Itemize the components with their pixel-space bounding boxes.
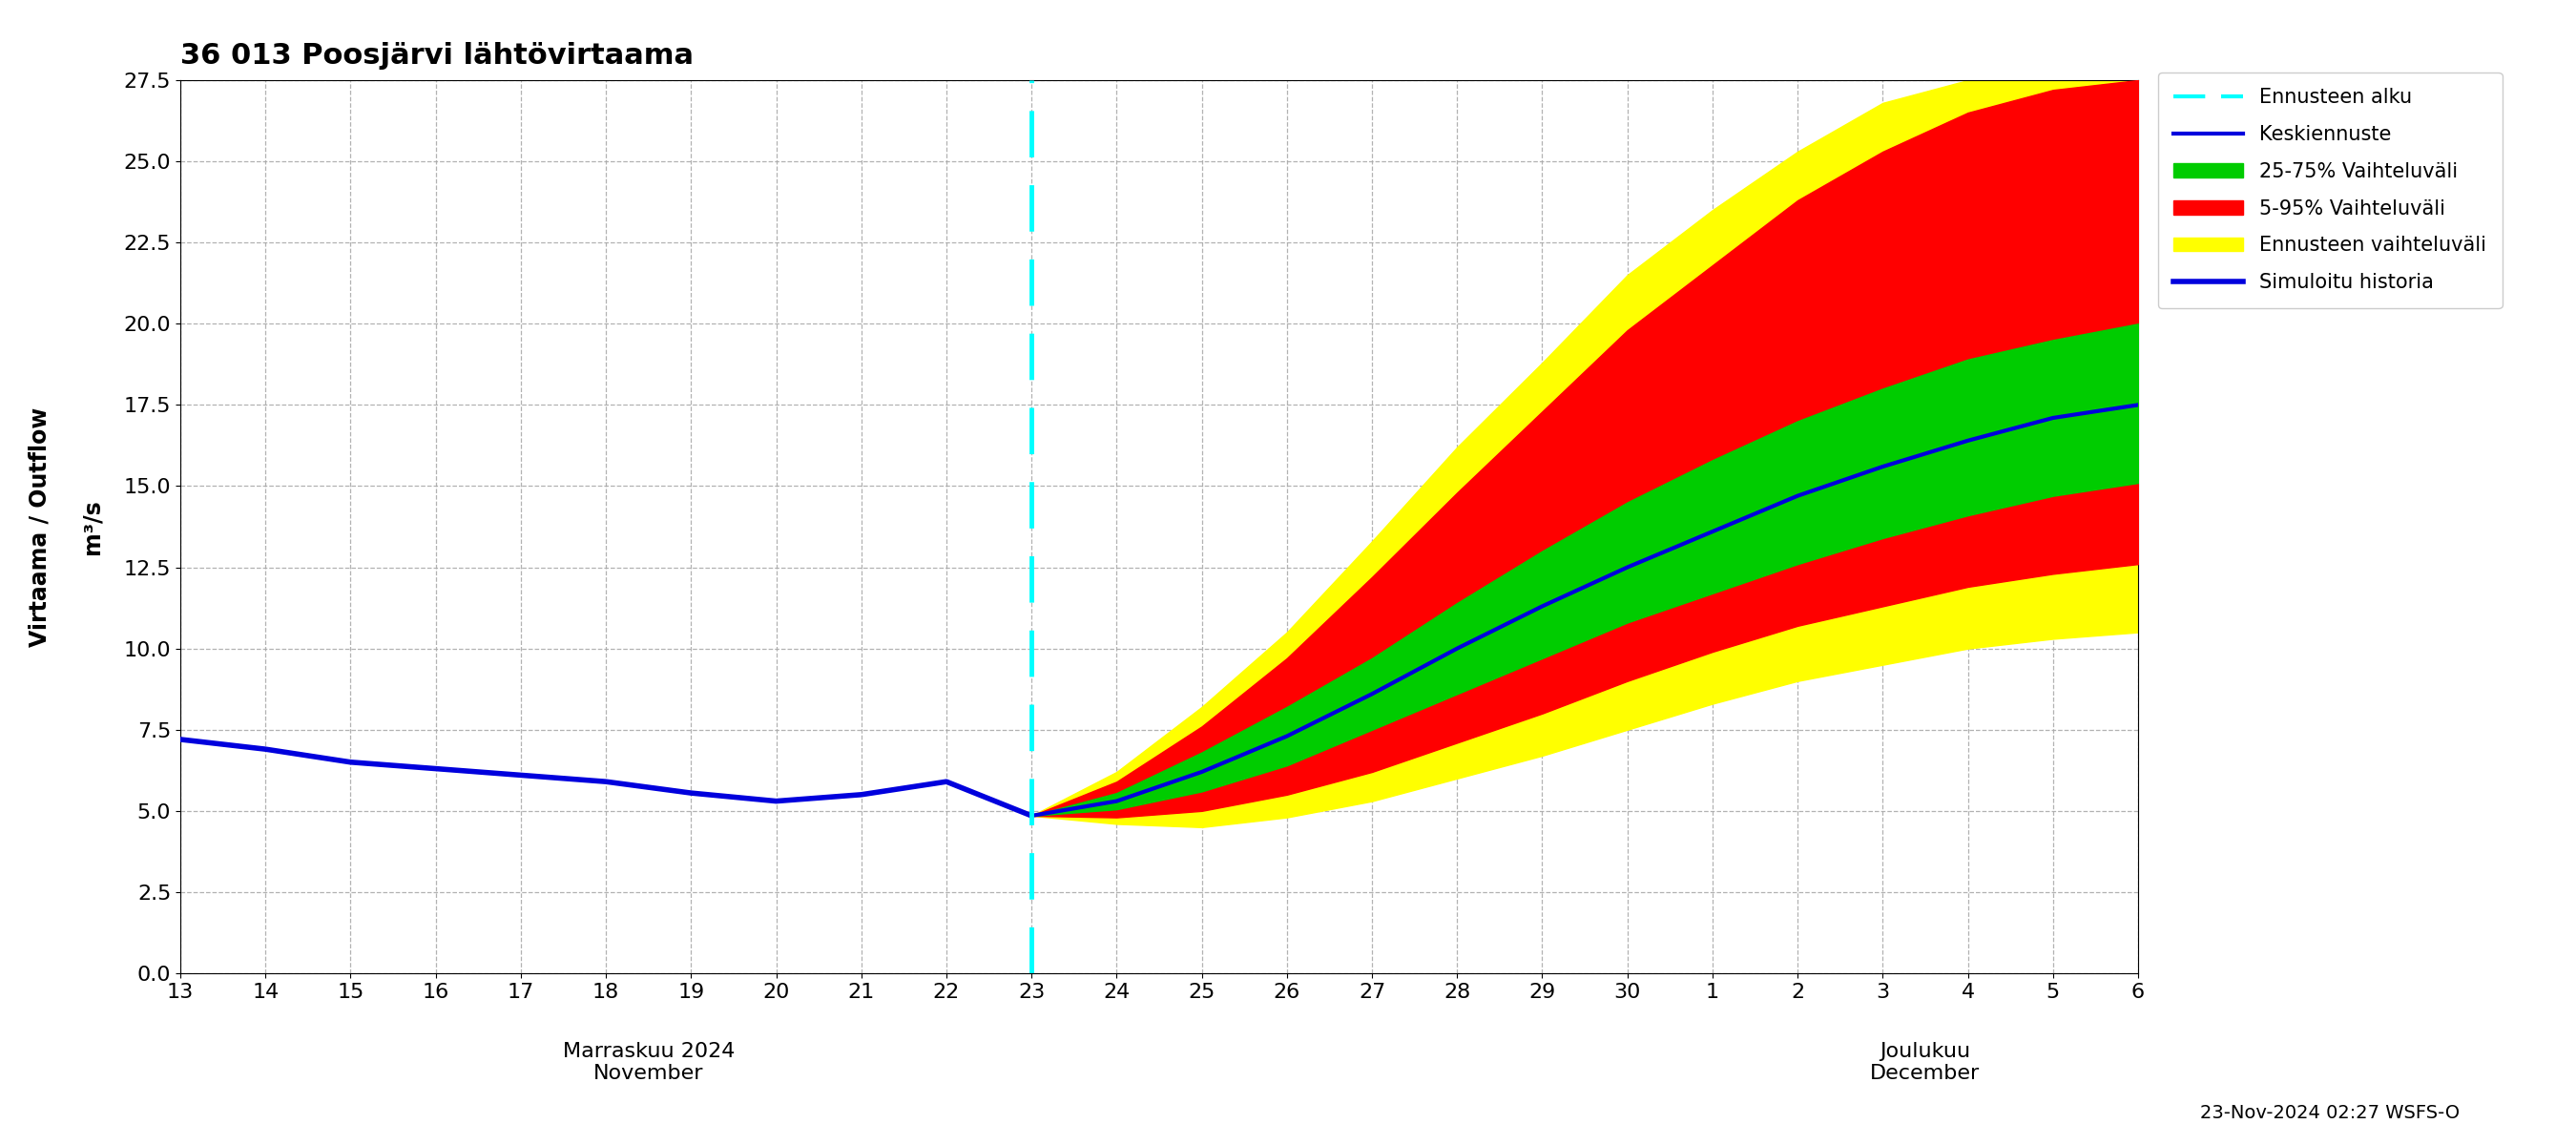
Text: 36 013 Poosjärvi lähtövirtaama: 36 013 Poosjärvi lähtövirtaama <box>180 42 693 70</box>
Legend: Ennusteen alku, Keskiennuste, 25-75% Vaihteluväli, 5-95% Vaihteluväli, Ennusteen: Ennusteen alku, Keskiennuste, 25-75% Vai… <box>2159 72 2501 308</box>
Text: Joulukuu
December: Joulukuu December <box>1870 1042 1981 1083</box>
Y-axis label: Virtaama / Outflow

m³/s: Virtaama / Outflow m³/s <box>28 406 103 647</box>
Text: Marraskuu 2024
November: Marraskuu 2024 November <box>562 1042 734 1083</box>
Text: 23-Nov-2024 02:27 WSFS-O: 23-Nov-2024 02:27 WSFS-O <box>2200 1104 2460 1122</box>
